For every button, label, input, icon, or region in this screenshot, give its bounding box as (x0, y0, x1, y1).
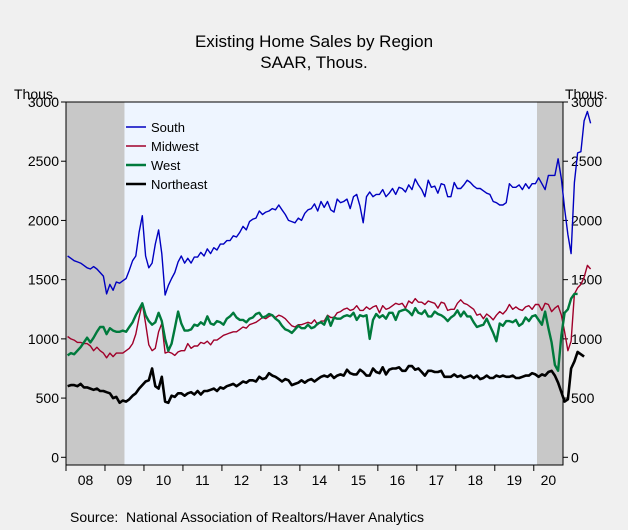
recession-band-1 (537, 102, 563, 465)
series-line-midwest (67, 264, 592, 359)
legend-label-midwest: Midwest (151, 139, 199, 154)
x-tick-label-10: 10 (156, 472, 172, 488)
y-tick-label-right-2: 1000 (571, 331, 602, 347)
y-tick-label-right-5: 2500 (571, 153, 602, 169)
x-tick-label-15: 15 (351, 472, 367, 488)
plot-frame (65, 101, 564, 466)
left-axis-unit: Thous. (14, 86, 57, 102)
y-tick-label-right-4: 2000 (571, 212, 602, 228)
x-tick-label-13: 13 (273, 472, 289, 488)
recession-band-0 (66, 102, 125, 465)
x-tick-label-09: 09 (117, 472, 133, 488)
x-tick-label-11: 11 (195, 472, 210, 488)
x-tick-label-14: 14 (312, 472, 328, 488)
x-tick-label-08: 08 (78, 472, 94, 488)
legend-label-south: South (151, 120, 185, 135)
y-tick-label-left-6: 3000 (28, 94, 59, 110)
source-note: Source: National Association of Realtors… (70, 509, 425, 525)
series-line-west (66, 292, 578, 372)
x-tick-label-16: 16 (390, 472, 406, 488)
legend-label-northeast: Northeast (151, 177, 208, 192)
y-tick-label-left-0: 0 (51, 449, 59, 465)
chart-title: Existing Home Sales by Region (194, 32, 434, 51)
y-tick-label-right-6: 3000 (571, 94, 602, 110)
legend-label-west: West (151, 158, 181, 173)
chart-subtitle: SAAR, Thous. (260, 53, 368, 72)
x-tick-label-18: 18 (468, 472, 484, 488)
y-tick-label-left-1: 500 (36, 390, 60, 406)
series-line-south (67, 110, 592, 296)
y-tick-label-left-4: 2000 (28, 212, 59, 228)
right-axis-unit: Thous. (565, 86, 608, 102)
y-tick-label-left-5: 2500 (28, 153, 59, 169)
y-tick-label-right-1: 500 (571, 390, 595, 406)
x-tick-label-19: 19 (506, 472, 522, 488)
plot-area (66, 102, 563, 465)
y-tick-label-right-0: 0 (571, 449, 579, 465)
y-tick-label-right-3: 1500 (571, 272, 602, 288)
x-tick-label-17: 17 (429, 472, 445, 488)
x-tick-label-12: 12 (234, 472, 250, 488)
y-tick-label-left-3: 1500 (28, 272, 59, 288)
y-tick-label-left-2: 1000 (28, 331, 59, 347)
x-tick-label-20: 20 (541, 472, 557, 488)
series-line-northeast (67, 350, 585, 405)
